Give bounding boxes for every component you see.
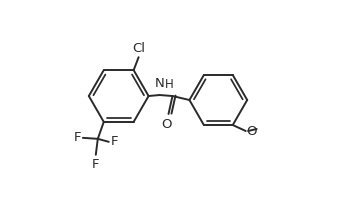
Text: F: F (92, 158, 100, 171)
Text: O: O (161, 118, 172, 131)
Text: H: H (165, 78, 173, 92)
Text: F: F (111, 135, 118, 148)
Text: F: F (73, 131, 81, 144)
Text: O: O (247, 125, 257, 139)
Text: N: N (155, 77, 165, 90)
Text: Cl: Cl (132, 42, 145, 55)
